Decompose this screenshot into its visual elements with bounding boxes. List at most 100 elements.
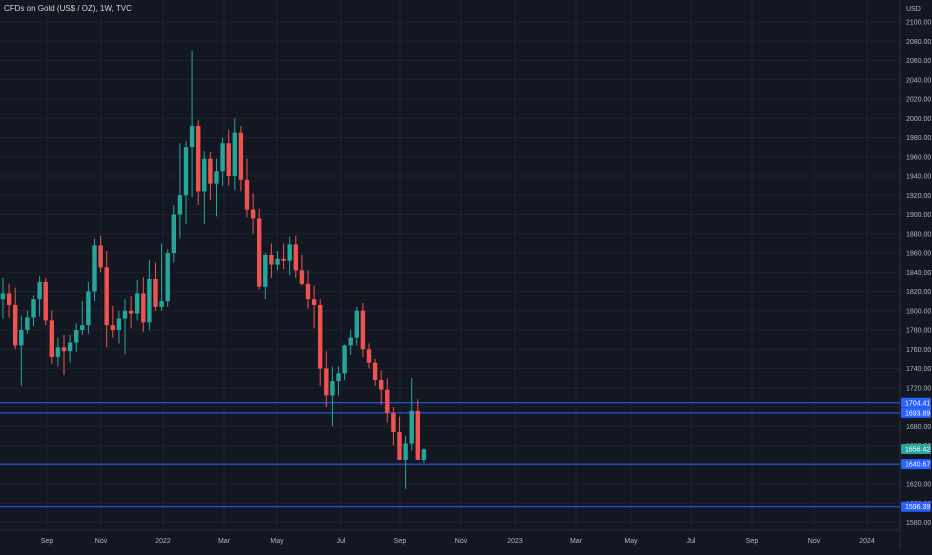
candle-body [415,410,420,460]
candle-body [171,214,176,253]
candle-body [409,410,414,444]
hline-price-label[interactable]: 1640.67 [901,459,931,470]
candle [220,137,225,186]
candle [202,150,207,225]
candle-body [385,389,390,413]
candle [269,243,274,279]
hline-price-label-text: 1596.39 [905,504,930,511]
hline-price-label-text: 1640.67 [905,462,930,469]
candle [141,277,146,332]
candle [159,243,164,311]
candle-body [208,158,213,184]
candle-body [281,258,286,261]
horizontal-lines[interactable] [0,402,900,508]
last-price-label: 1656.42 [901,443,931,454]
candle-body [354,310,359,338]
price-tick-label: 1960.00 [906,154,931,161]
candle [0,278,6,319]
price-tick-label: 1620.00 [906,482,931,489]
hline-price-label[interactable]: 1704.41 [901,397,931,408]
time-tick-label: Jul [337,538,346,545]
price-tick-label: 1900.00 [906,212,931,219]
candle [80,301,85,335]
candle [92,238,97,302]
candle-body [6,293,12,305]
last-price-label-bg [901,443,931,454]
candle [275,251,280,271]
candles [0,50,427,489]
candle-body [305,283,311,300]
time-tick-label: Nov [808,538,821,545]
hline-price-label[interactable]: 1693.89 [901,407,931,418]
candle [147,259,152,330]
candle [403,435,408,489]
candle [86,281,91,334]
candle-body [196,125,201,192]
candle-body [104,267,109,326]
candle [61,334,67,376]
candle [37,276,42,317]
hline-price-label-bg [901,501,931,512]
candle [305,270,311,309]
time-tick-label: Sep [394,538,407,545]
symbol-title: CFDs on Gold (US$ / OZ), 1W, TVC [4,4,132,13]
time-axis[interactable]: Sep Nov 2022 Mar May Jul Sep Nov 2023 Mar May Jul Se… [0,529,900,545]
candle-body [263,254,268,287]
price-tick-label: 1780.00 [906,328,931,335]
time-tick-label: May [624,538,638,545]
candle-body [348,337,353,346]
last-price-label-text: 1656.42 [905,446,930,453]
price-tick-label: 1760.00 [906,347,931,354]
candle-body [55,347,61,357]
price-tick-label: 1880.00 [906,231,931,238]
currency-label: USD [906,6,921,13]
price-tick-label: 1820.00 [906,289,931,296]
candle [342,344,347,381]
candle [379,370,384,406]
time-tick-label: Nov [95,538,108,545]
candle-body [165,253,170,302]
candle [122,299,128,355]
candle [25,310,30,334]
candle-body [86,291,91,326]
hline-price-label[interactable]: 1596.39 [901,501,931,512]
price-tick-label: 1980.00 [906,135,931,142]
candle-body [397,432,402,460]
price-tick-label: 2040.00 [906,77,931,84]
candle-body [128,310,134,314]
candle-body [330,381,335,396]
price-axis[interactable]: USD1580.001600.001620.001640.001660.0016… [899,0,931,550]
candle-body [98,245,103,268]
candle [293,235,298,279]
candle-body [31,299,36,318]
candle [135,279,140,321]
price-tick-label: 1920.00 [906,193,931,200]
candle-body [360,310,366,350]
candle-body [177,195,183,215]
candle [281,243,286,270]
price-tick-label: 1940.00 [906,174,931,181]
candle [177,143,183,239]
hline-price-label-bg [901,397,931,408]
price-tick-label: 1840.00 [906,270,931,277]
candle-body [153,278,158,307]
candle-body [67,342,73,352]
candle-body [135,293,140,314]
candle [74,323,79,353]
candle-body [183,147,189,196]
candle-body [238,132,244,180]
candle-body [269,254,274,265]
candle [189,50,195,198]
candle-body [189,125,195,148]
candle-body [257,218,262,287]
time-tick-label: 2022 [155,538,171,545]
candle-body [122,310,128,319]
candle-body [25,317,30,330]
candle [67,334,73,363]
candle-body [214,171,219,184]
candle [214,158,219,217]
candle-body [232,132,237,176]
candle-body [366,349,372,363]
